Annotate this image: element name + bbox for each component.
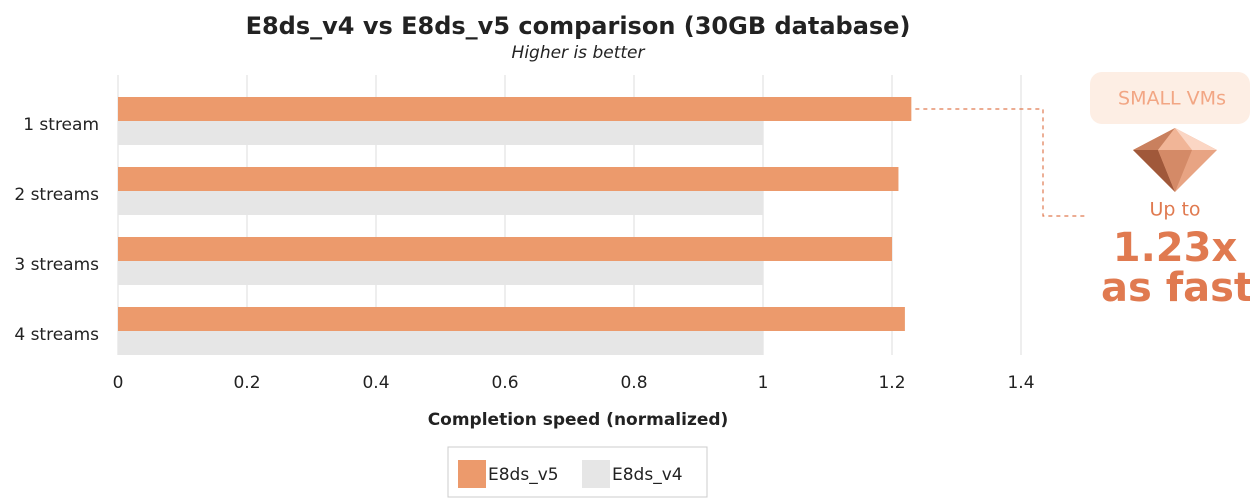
annotation-suffix: as fast bbox=[1101, 265, 1250, 311]
chart-subtitle: Higher is better bbox=[512, 43, 646, 63]
y-tick-label: 2 streams bbox=[14, 185, 99, 205]
legend-label: E8ds_v5 bbox=[488, 465, 559, 485]
bar bbox=[118, 261, 763, 285]
bar bbox=[118, 167, 899, 191]
legend-label: E8ds_v4 bbox=[612, 465, 683, 485]
leader-line bbox=[915, 108, 1088, 217]
annotation-prefix: Up to bbox=[1149, 199, 1200, 221]
x-tick-label: 0.8 bbox=[620, 373, 647, 393]
x-tick-label: 0.4 bbox=[362, 373, 389, 393]
x-tick-label: 0.2 bbox=[233, 373, 260, 393]
diamond-icon bbox=[1133, 128, 1217, 192]
badge-text: SMALL VMs bbox=[1118, 88, 1226, 110]
annotation-headline: 1.23x bbox=[1113, 225, 1238, 271]
legend-box bbox=[447, 446, 708, 498]
chart-title: E8ds_v4 vs E8ds_v5 comparison (30GB data… bbox=[246, 12, 911, 40]
legend-swatch bbox=[582, 460, 610, 488]
x-tick-label: 1.4 bbox=[1007, 373, 1034, 393]
x-tick-label: 1.2 bbox=[878, 373, 905, 393]
badge-box bbox=[1090, 72, 1250, 124]
bar bbox=[118, 237, 892, 261]
x-tick-label: 1 bbox=[758, 373, 769, 393]
y-tick-label: 3 streams bbox=[14, 255, 99, 275]
bar bbox=[118, 97, 912, 121]
legend-swatch bbox=[458, 460, 486, 488]
bar bbox=[118, 307, 905, 331]
x-tick-label: 0.6 bbox=[491, 373, 518, 393]
y-tick-label: 4 streams bbox=[14, 325, 99, 345]
x-tick-label: 0 bbox=[113, 373, 124, 393]
x-axis-label: Completion speed (normalized) bbox=[428, 410, 729, 430]
bar bbox=[118, 331, 763, 355]
bar bbox=[118, 191, 763, 215]
bar bbox=[118, 121, 763, 145]
y-tick-label: 1 stream bbox=[23, 115, 99, 135]
